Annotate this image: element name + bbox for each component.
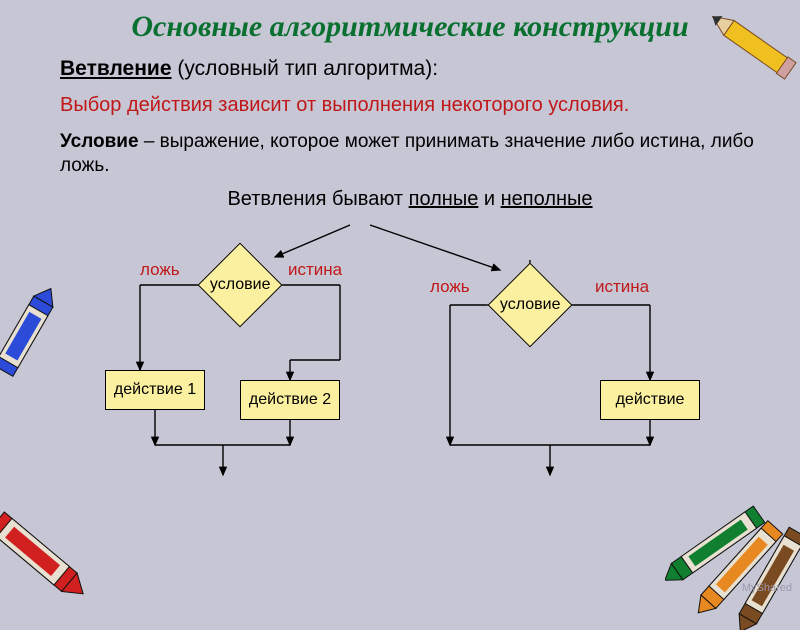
condition-bold: Условие	[60, 131, 139, 152]
full-false-label: ложь	[140, 260, 180, 280]
subtitle-underlined: Ветвление	[60, 57, 172, 80]
watermark: MyShared	[742, 582, 792, 594]
flowchart-area: условие ложь истина действие 1 действие …	[60, 215, 760, 505]
full-action1-box: действие 1	[105, 370, 205, 410]
partial-action-box: действие	[600, 380, 700, 420]
condition-rest: – выражение, которое может принимать зна…	[60, 131, 754, 176]
full-condition-label: условие	[210, 276, 271, 294]
condition-definition: Условие – выражение, которое может прини…	[60, 130, 760, 178]
subtitle: Ветвление (условный тип алгоритма):	[60, 57, 760, 81]
partial-condition-label: условие	[500, 296, 561, 314]
partial-true-label: истина	[595, 277, 649, 297]
partial-false-label: ложь	[430, 277, 470, 297]
subtitle-rest: (условный тип алгоритма):	[172, 57, 439, 80]
full-true-label: истина	[288, 260, 342, 280]
description: Выбор действия зависит от выполнения нек…	[60, 93, 760, 118]
types-line: Ветвления бывают полные и неполные	[60, 188, 760, 211]
crayon-red-bottom-left	[0, 485, 110, 625]
flowchart-lines	[60, 215, 760, 505]
full-action2-box: действие 2	[240, 380, 340, 420]
slide-title: Основные алгоритмические конструкции	[60, 10, 760, 43]
